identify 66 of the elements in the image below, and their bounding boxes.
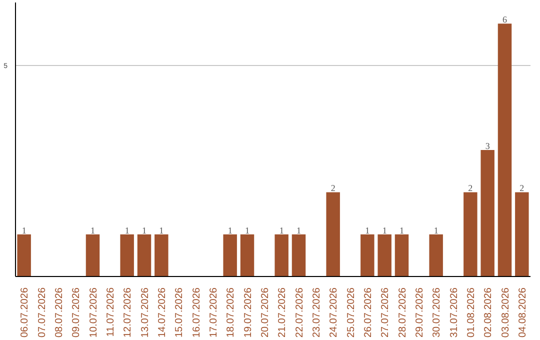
data-label: 2: [520, 183, 524, 194]
bar: [429, 234, 443, 276]
bar: [378, 234, 392, 276]
x-tick-label: 31.07.2026: [448, 287, 460, 338]
x-tick-label: 30.07.2026: [432, 287, 443, 338]
data-label: 3: [485, 141, 490, 152]
data-label: 1: [400, 225, 404, 236]
x-tick-label: 21.07.2026: [277, 287, 288, 338]
data-label: 1: [228, 225, 232, 236]
bar: [137, 234, 152, 276]
bar: [154, 234, 168, 276]
x-tick-label: 04.08.2026: [517, 287, 528, 338]
data-label: 6: [502, 14, 508, 25]
data-label: 1: [382, 225, 387, 236]
bar: [292, 234, 306, 276]
data-label: 1: [159, 225, 164, 236]
x-tick-label: 02.08.2026: [483, 287, 494, 338]
data-label: 2: [330, 183, 336, 194]
data-label: 1: [124, 225, 130, 236]
x-tick-label: 08.07.2026: [54, 287, 65, 338]
x-tick-label: 15.07.2026: [174, 287, 186, 338]
bar: [223, 234, 237, 276]
bar: [86, 234, 100, 276]
data-label: 1: [90, 225, 95, 236]
x-tick-label: 09.07.2026: [71, 287, 82, 338]
data-label: 1: [22, 225, 26, 236]
x-tick-label: 13.07.2026: [140, 287, 151, 338]
x-tick-label: 29.07.2026: [414, 287, 426, 338]
data-label: 2: [468, 183, 473, 194]
data-label: 1: [296, 225, 301, 236]
x-tick-label: 27.07.2026: [380, 287, 392, 338]
x-tick-label: 24.07.2026: [328, 287, 340, 338]
x-tick-label: 06.07.2026: [20, 287, 31, 338]
x-tick-label: 03.08.2026: [500, 287, 512, 338]
x-tick-label: 12.07.2026: [122, 287, 134, 338]
bar: [515, 192, 529, 276]
data-label: 1: [279, 225, 284, 236]
bar: [120, 234, 134, 276]
x-tick-label: 25.07.2026: [346, 287, 357, 338]
bar: [360, 234, 374, 276]
bar: [464, 192, 478, 276]
bar: [498, 24, 512, 276]
bar: [480, 150, 494, 276]
x-tick-label: 16.07.2026: [191, 287, 202, 338]
x-tick-label: 22.07.2026: [294, 287, 306, 338]
data-label: 1: [142, 225, 146, 236]
data-label: 1: [245, 225, 250, 236]
x-tick-label: 10.07.2026: [88, 287, 100, 338]
bar: [274, 234, 288, 276]
bar: [394, 234, 409, 276]
x-tick-label: 14.07.2026: [156, 287, 168, 338]
x-tick-label: 01.08.2026: [466, 287, 477, 338]
x-tick-label: 20.07.2026: [260, 287, 271, 338]
x-tick-label: 17.07.2026: [208, 287, 220, 338]
bar: [17, 234, 31, 276]
x-tick-label: 18.07.2026: [226, 287, 237, 338]
x-tick-label: 28.07.2026: [397, 287, 408, 338]
x-tick-label: 23.07.2026: [311, 287, 322, 338]
x-tick-label: 11.07.2026: [105, 287, 116, 337]
data-label: 1: [434, 225, 438, 236]
x-tick-label: 26.07.2026: [362, 287, 374, 338]
x-tick-label: 19.07.2026: [242, 287, 254, 338]
x-tick-label: 07.07.2026: [36, 287, 48, 338]
data-label: 1: [365, 225, 370, 236]
bar: [240, 234, 254, 276]
bar: [326, 192, 340, 276]
